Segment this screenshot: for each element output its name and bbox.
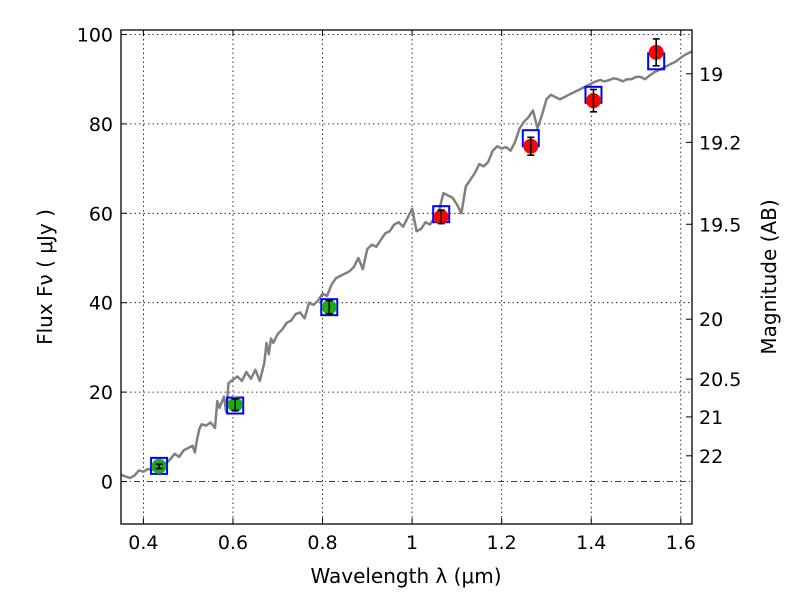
model-photometry-box (320, 298, 339, 317)
plot-frame (120, 29, 693, 525)
model-photometry-box (150, 456, 169, 475)
y-tick-label: 100 (77, 24, 113, 46)
x-tick-label: 1 (406, 532, 418, 554)
x-tick-label: 0.4 (128, 532, 158, 554)
axis-ticks: 0.4 0.6 0.8 1 1.2 1.4 1.6 0 20 40 60 80 100 19 19.2 19.… (77, 24, 742, 554)
y-tick-label: 60 (89, 203, 113, 225)
mag-tick-label: 20 (699, 309, 723, 331)
x-tick-label: 1.6 (666, 532, 696, 554)
y-tick-label: 80 (89, 114, 113, 136)
y-tick-label: 0 (101, 472, 113, 494)
mag-tick-label: 22 (699, 446, 723, 468)
y-tick-label: 40 (89, 293, 113, 315)
mag-tick-label: 19.2 (699, 132, 741, 154)
y-axis-title: Flux Fν ( μJy ) (33, 209, 57, 345)
x-tick-label: 0.6 (218, 532, 248, 554)
mag-tick-label: 19 (699, 64, 723, 86)
plot-area (120, 38, 693, 480)
x-tick-label: 1.2 (487, 532, 517, 554)
right-axis-title: Magnitude (AB) (757, 199, 781, 354)
x-tick-label: 1.4 (576, 532, 606, 554)
mag-tick-label: 20.5 (699, 369, 741, 391)
mag-tick-label: 21 (699, 407, 723, 429)
mag-tick-label: 19.5 (699, 214, 741, 236)
x-tick-label: 0.8 (307, 532, 337, 554)
y-tick-label: 20 (89, 382, 113, 404)
x-axis-title: Wavelength λ (μm) (310, 564, 501, 588)
spectrum-line (120, 50, 693, 480)
